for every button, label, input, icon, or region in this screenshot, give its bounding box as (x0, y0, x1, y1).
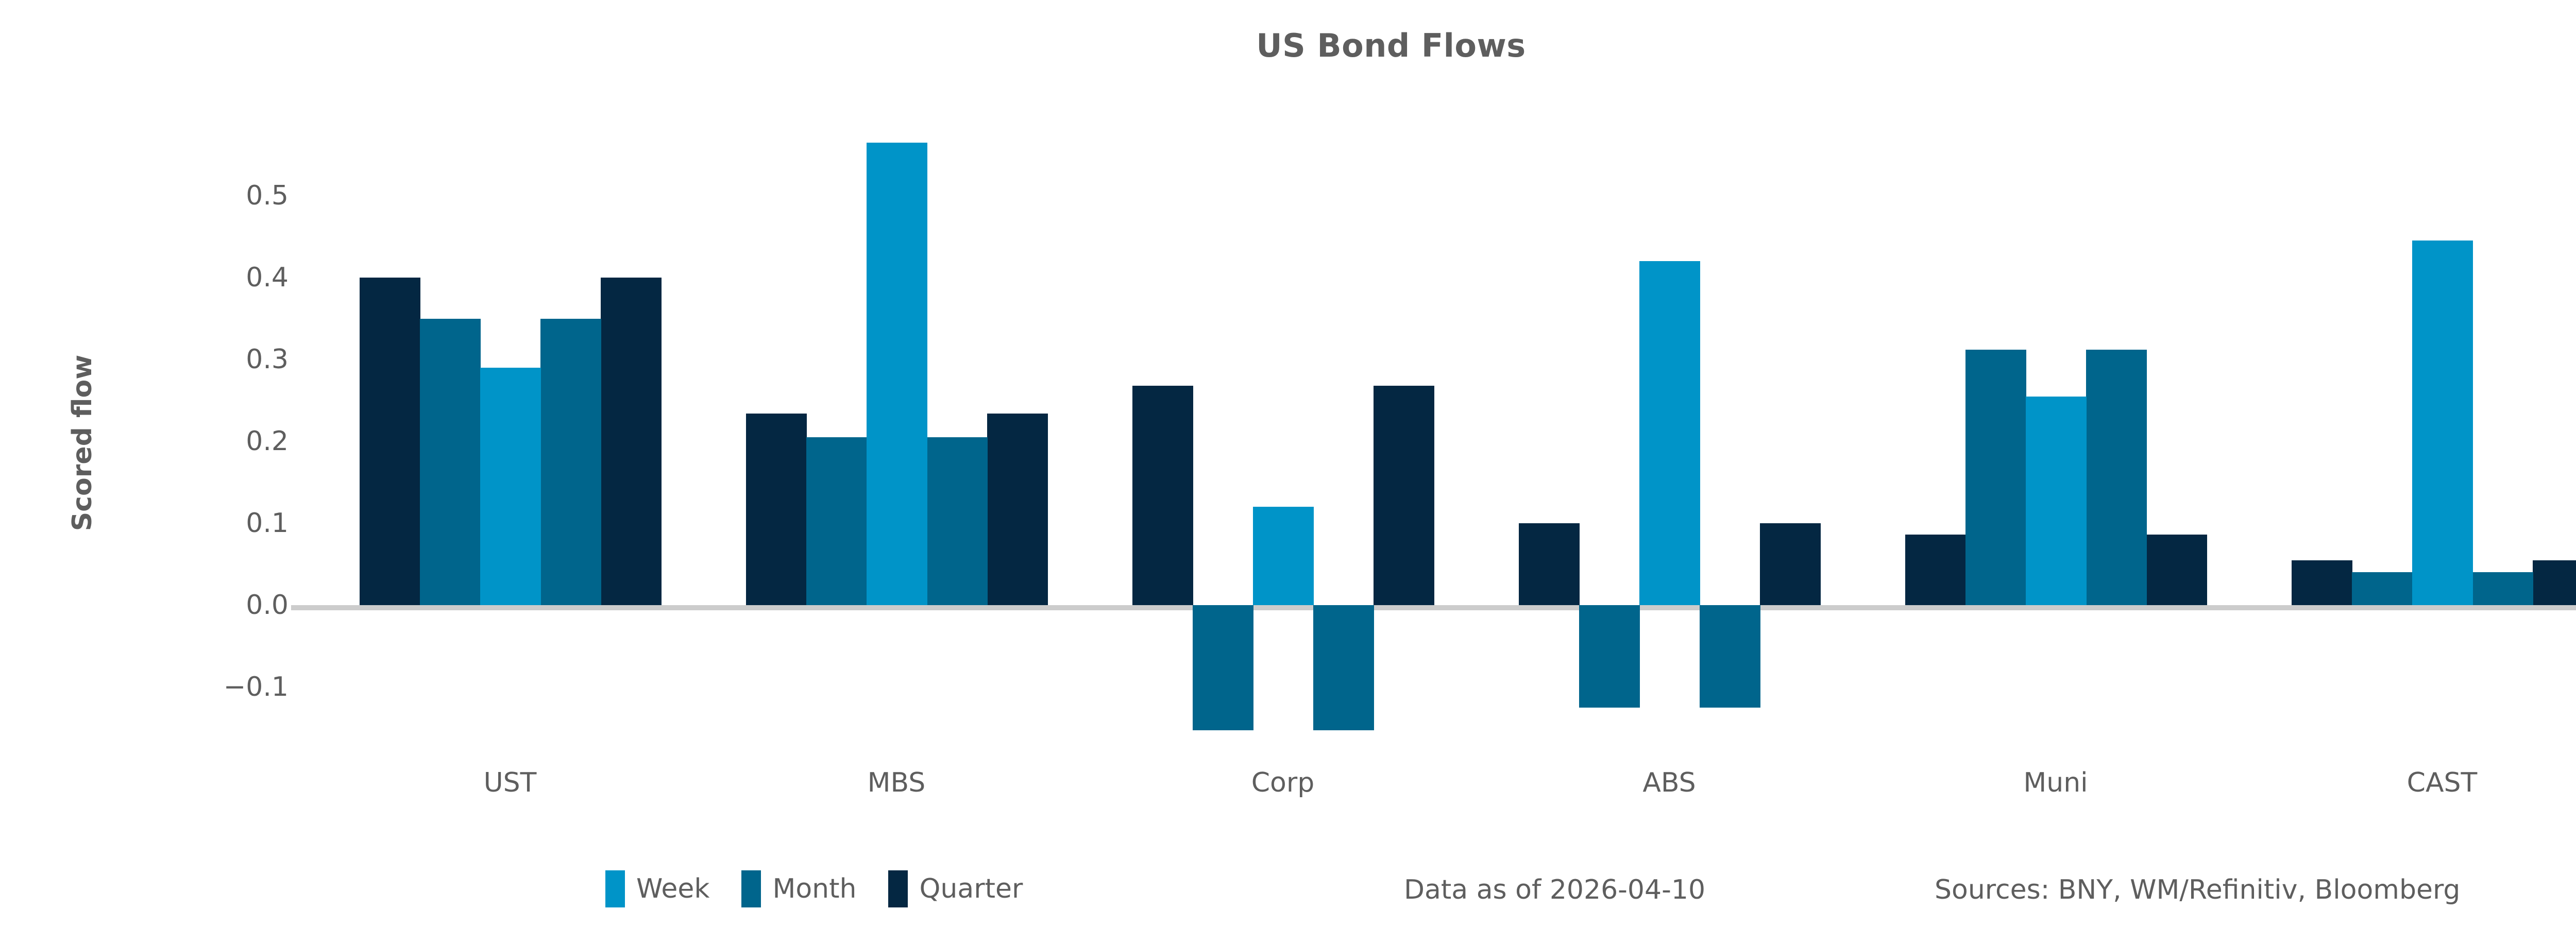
y-tick-label: 0.4 (246, 262, 289, 293)
bar-corp-quarter[interactable] (1373, 385, 1434, 605)
chart-title: US Bond Flows (1256, 27, 1526, 64)
legend-item-quarter[interactable]: Quarter (888, 870, 1023, 907)
bar-muni-week[interactable] (2025, 396, 2087, 605)
x-tick-label-cast: CAST (2406, 767, 2478, 798)
bar-muni-quarter[interactable] (1905, 535, 1966, 605)
bar-corp-month[interactable] (1313, 605, 1374, 731)
legend-item-month[interactable]: Month (741, 870, 856, 907)
data-asof-label: Data as of 2026-04-10 (1404, 874, 1706, 905)
bar-corp-week[interactable] (1252, 507, 1314, 605)
bar-abs-month[interactable] (1699, 605, 1760, 708)
bar-cast-month[interactable] (2351, 572, 2413, 605)
bar-abs-month[interactable] (1579, 605, 1640, 708)
y-tick-label: 0.1 (246, 508, 289, 539)
bar-cast-quarter[interactable] (2532, 560, 2576, 605)
x-tick-label-ust: UST (483, 767, 537, 798)
bar-muni-month[interactable] (1965, 349, 2026, 605)
bar-corp-quarter[interactable] (1132, 385, 1193, 605)
zero-baseline (291, 605, 2576, 610)
bar-group (745, 103, 1048, 788)
bar-group (1132, 103, 1434, 788)
legend-label: Week (636, 873, 710, 904)
bar-group (1905, 103, 2207, 788)
bar-group (1518, 103, 1821, 788)
bar-mbs-month[interactable] (926, 437, 988, 605)
plot-area (291, 103, 2576, 788)
bar-corp-month[interactable] (1192, 605, 1253, 731)
bar-ust-month[interactable] (419, 318, 481, 605)
bar-ust-month[interactable] (540, 318, 601, 605)
legend-swatch-icon (741, 870, 761, 907)
bar-muni-quarter[interactable] (2146, 535, 2207, 605)
y-axis-tick-labels: 0.5 0.4 0.3 0.2 0.1 0.0 −0.1 (118, 103, 289, 788)
sources-label: Sources: BNY, WM/Refinitiv, Bloomberg (1935, 874, 2461, 905)
legend: Week Month Quarter (605, 870, 1055, 907)
bar-ust-week[interactable] (480, 367, 541, 605)
legend-label: Quarter (919, 873, 1023, 904)
bar-mbs-month[interactable] (806, 437, 867, 605)
bar-cast-quarter[interactable] (2291, 560, 2352, 605)
footer-row: Week Month Quarter Data as of 2026-04-10 S… (0, 870, 2576, 927)
bar-group (359, 103, 662, 788)
bar-abs-quarter[interactable] (1759, 523, 1821, 605)
bar-abs-quarter[interactable] (1518, 523, 1580, 605)
legend-swatch-icon (888, 870, 908, 907)
legend-swatch-icon (605, 870, 625, 907)
bar-ust-quarter[interactable] (359, 278, 420, 605)
x-tick-label-corp: Corp (1251, 767, 1315, 798)
bar-mbs-week[interactable] (866, 142, 927, 605)
x-tick-label-muni: Muni (2023, 767, 2088, 798)
y-axis-title: Scored flow (67, 354, 98, 531)
bar-abs-week[interactable] (1639, 261, 1700, 605)
x-tick-label-abs: ABS (1642, 767, 1696, 798)
y-tick-label: 0.0 (246, 590, 289, 621)
y-tick-label: −0.1 (223, 672, 289, 702)
bar-mbs-quarter[interactable] (745, 413, 807, 605)
y-tick-label: 0.2 (246, 426, 289, 457)
bar-mbs-quarter[interactable] (987, 413, 1048, 605)
bar-cast-month[interactable] (2472, 572, 2533, 605)
legend-label: Month (772, 873, 857, 904)
bar-cast-week[interactable] (2412, 241, 2473, 605)
x-tick-label-mbs: MBS (867, 767, 926, 798)
legend-item-week[interactable]: Week (605, 870, 709, 907)
bar-ust-quarter[interactable] (600, 278, 662, 605)
bar-group (2291, 103, 2576, 788)
bar-muni-month[interactable] (2086, 349, 2147, 605)
y-tick-label: 0.3 (246, 344, 289, 375)
y-tick-label: 0.5 (246, 180, 289, 211)
